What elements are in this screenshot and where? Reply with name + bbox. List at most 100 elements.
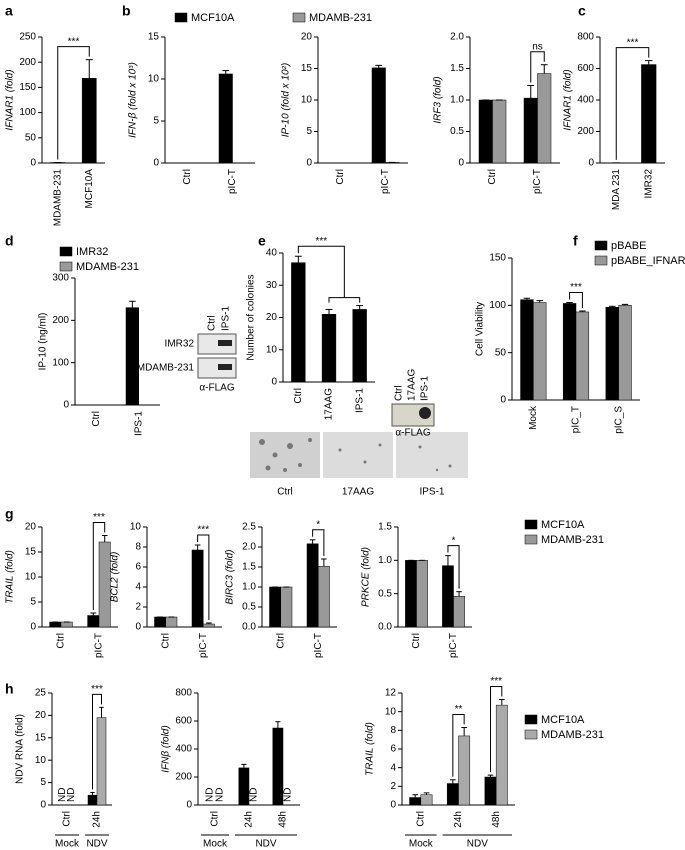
y-axis-label: NDV RNA (fold) [15,714,26,784]
panel-letter: e [258,233,266,249]
y-tick-label: 0 [30,158,36,169]
y-tick-label: 10 [385,706,397,717]
bar [458,735,471,806]
y-tick-label: 400 [175,744,192,755]
value-label: ND [66,788,77,802]
x-tick-label: Ctrl [275,633,286,649]
y-tick-label: 10 [148,74,160,85]
y-axis-label: PRKCE (fold) [361,547,372,607]
bar [537,73,552,164]
legend-label: MDAMB-231 [541,534,604,546]
y-tick-label: 0 [500,395,506,406]
photo-label: IPS-1 [419,487,444,498]
bracket [530,51,545,83]
y-tick-label: 4 [135,582,141,593]
y-tick-label: 250 [19,32,36,43]
y-axis-label: TRAIL (fold) [365,722,376,776]
group-label: NDV [255,839,276,850]
legend-label: MCF10A [541,714,585,726]
y-tick-label: 200 [19,57,36,68]
legend-label: pBABE [611,240,646,252]
legend-swatch [594,255,608,266]
blot-column-label: IPS-1 [221,306,232,331]
significance: *** [570,282,582,293]
blot-column-label: IPS-1 [420,376,431,401]
bar [405,560,417,628]
panel-letter: a [5,3,13,19]
y-tick-label: 0 [458,158,464,169]
bar [87,794,98,806]
y-tick-label: 50 [25,132,37,143]
y-tick-label: 5 [153,116,159,127]
panel-letter: f [573,233,578,249]
x-tick-label: 24h [92,811,103,828]
y-tick-label: 1.0 [378,555,392,566]
y-tick-label: 0 [63,400,69,411]
y-tick-label: 2.5 [242,522,256,533]
bar [60,621,73,628]
bar [96,717,107,806]
group-label: NDV [467,839,488,850]
y-tick-label: 0 [588,158,594,169]
x-tick-label: Ctrl [411,633,422,649]
x-tick-label: pIC-T [313,633,324,658]
y-tick-label: 100 [489,300,506,311]
y-tick-label: 8 [135,542,141,553]
bracket [297,245,345,298]
y-axis-label: TRAIL (fold) [5,550,16,604]
y-axis-label: IFN-β (fold x 10³) [128,62,139,138]
bar [291,262,306,383]
bar [409,797,422,806]
y-axis-label: Number of colonies [246,274,257,360]
bracket [92,693,102,790]
bracket [490,686,503,773]
y-tick-label: 30 [266,280,278,291]
y-tick-label: 2.0 [242,542,256,553]
y-tick-label: 40 [266,248,278,259]
significance: *** [627,37,639,48]
y-tick-label: 150 [19,82,36,93]
bar [125,307,139,406]
x-tick-label: IPS-1 [133,411,144,436]
y-tick-label: 20 [25,522,37,533]
bar [272,727,284,806]
y-tick-label: 0.5 [378,588,392,599]
x-tick-label: Ctrl [91,411,102,427]
bar [269,586,281,628]
legend-label: IMR32 [76,246,108,258]
bracket [57,46,90,160]
bar [484,776,497,806]
bracket [312,529,325,556]
y-tick-label: 2.0 [450,32,464,43]
bar [218,73,233,164]
legend-label: MDAMB-231 [309,12,372,24]
significance: *** [91,684,103,695]
y-tick-label: 0 [306,158,312,169]
legend-swatch [524,714,538,725]
bracket [452,714,465,777]
x-tick-label: pIC_T [571,406,582,433]
bracket [197,534,210,620]
y-tick-label: 10 [35,755,47,766]
significance: * [316,519,320,530]
blot-band [218,340,232,346]
significance: * [452,535,456,546]
significance: *** [315,236,327,247]
y-tick-label: 10 [25,572,37,583]
legend-label: MDAMB-231 [76,261,139,273]
y-axis-label: Cell Viability [475,302,486,356]
y-tick-label: 1.5 [378,522,392,533]
y-axis-label: IFNAR1 (fold) [5,69,16,130]
panel-letter: c [578,3,586,19]
y-tick-label: 6 [135,562,141,573]
y-tick-label: 0 [186,800,192,811]
y-tick-label: 100 [19,107,36,118]
y-tick-label: 2 [390,781,396,792]
y-tick-label: 50 [495,347,507,358]
bar [321,314,337,383]
blot-row-label: MDAMB-231 [137,363,195,374]
y-tick-label: 8 [390,725,396,736]
y-axis-label: BIRC3 (fold) [225,549,236,604]
bracket [328,297,361,303]
y-tick-label: 20 [35,710,47,721]
